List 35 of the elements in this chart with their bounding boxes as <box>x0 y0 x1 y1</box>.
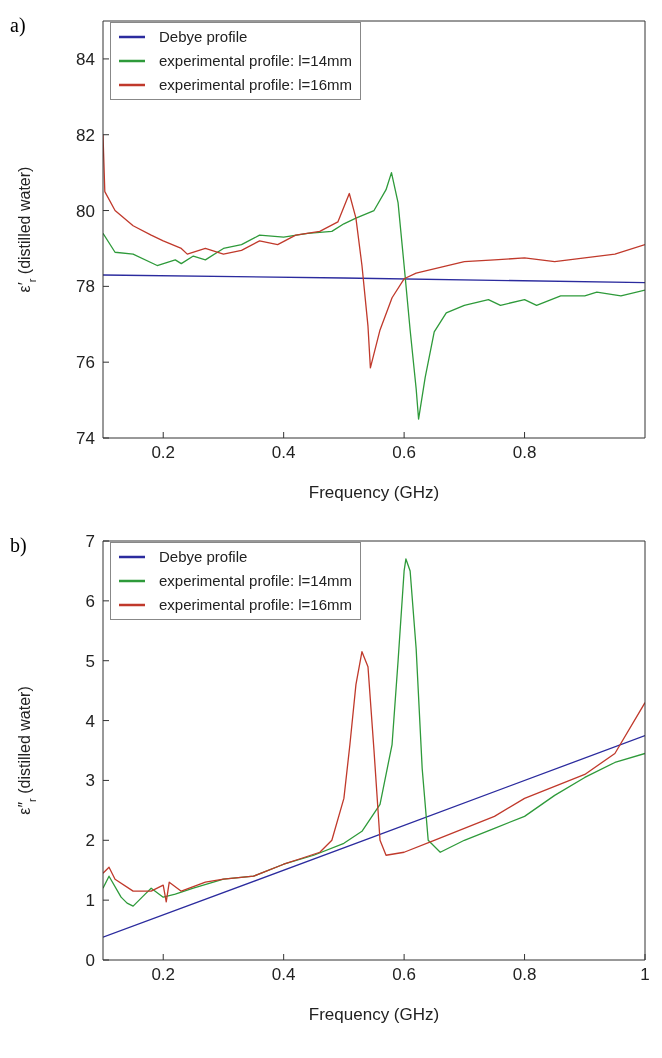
chart-title: b) <box>10 534 27 557</box>
x-tick-label: 0.8 <box>512 443 537 463</box>
x-tick-label: 0.4 <box>271 965 296 985</box>
y-tick-label: 0 <box>85 951 95 971</box>
legend-label: experimental profile: l=14mm <box>159 571 353 591</box>
legend-label: Debye profile <box>159 547 248 567</box>
y-tick-label: 84 <box>76 49 95 69</box>
y-tick-label: 4 <box>85 711 95 731</box>
y-tick-label: 5 <box>85 651 95 671</box>
y-tick-label: 78 <box>76 277 95 297</box>
x-axis-title: Frequency (GHz) <box>308 1005 440 1024</box>
y-tick-label: 74 <box>76 429 95 449</box>
line-series <box>103 171 645 420</box>
x-tick-label: 0.2 <box>151 965 176 985</box>
y-tick-label: 80 <box>76 201 95 221</box>
x-tick-label: 0.8 <box>512 965 537 985</box>
line-series <box>103 651 645 903</box>
x-tick-label: 0.6 <box>392 965 416 985</box>
x-tick-label: 0.4 <box>271 443 296 463</box>
y-tick-label: 76 <box>76 353 95 373</box>
legend-label: Debye profile <box>159 27 248 47</box>
x-axis-title: Frequency (GHz) <box>308 483 440 502</box>
legend-label: experimental profile: l=16mm <box>159 75 353 95</box>
y-tick-label: 7 <box>85 532 95 552</box>
legend-label: experimental profile: l=14mm <box>159 51 353 71</box>
y-tick-label: 6 <box>85 591 95 611</box>
x-tick-label: 0.2 <box>151 443 176 463</box>
y-tick-label: 82 <box>76 125 95 145</box>
y-tick-label: 3 <box>85 771 95 791</box>
x-tick-label: 1 <box>640 965 650 985</box>
chart-title: a) <box>10 14 26 37</box>
y-tick-label: 2 <box>85 831 95 851</box>
x-tick-label: 0.6 <box>392 443 416 463</box>
legend-label: experimental profile: l=16mm <box>159 595 353 615</box>
y-tick-label: 1 <box>85 891 95 911</box>
